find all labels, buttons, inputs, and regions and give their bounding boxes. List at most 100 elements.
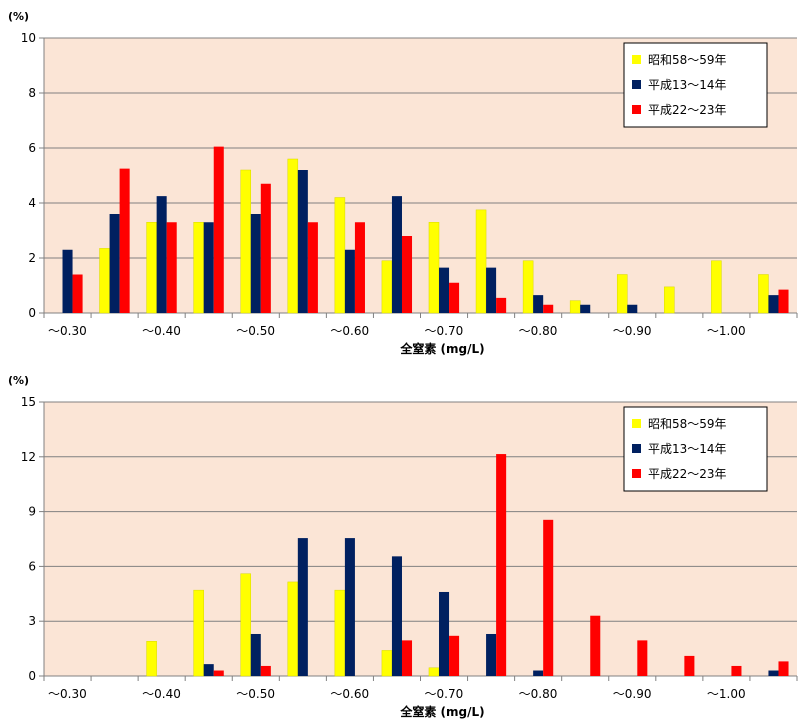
- legend-swatch: [632, 55, 641, 64]
- bar: [260, 665, 271, 676]
- legend-label: 昭和58〜59年: [648, 53, 727, 67]
- bar: [307, 222, 318, 313]
- y-tick-label: 6: [28, 141, 36, 155]
- bar: [203, 664, 214, 676]
- legend-label: 平成22〜23年: [648, 467, 727, 481]
- bar: [486, 267, 497, 314]
- y-tick-label: 0: [28, 306, 36, 320]
- legend-box: [623, 406, 768, 492]
- x-tick-label: 〜1.00: [707, 687, 746, 701]
- bar: [119, 168, 130, 314]
- x-tick-label: 〜0.60: [330, 324, 369, 338]
- legend-swatch: [632, 105, 641, 114]
- y-tick-label: 15: [21, 395, 36, 409]
- legend-swatch: [632, 444, 641, 453]
- bar: [297, 538, 308, 676]
- bar: [428, 222, 440, 314]
- bar: [240, 573, 252, 677]
- x-tick-label: 〜0.30: [48, 324, 87, 338]
- y-tick-label: 2: [28, 251, 36, 265]
- bar: [758, 274, 769, 314]
- y-tick-label: 6: [28, 559, 36, 573]
- y-tick-label: 8: [28, 86, 36, 100]
- chart-2: 0 3 6 9 12 15 (%) 〜0.30 〜0.40 〜0.50 〜0.60 〜0.70 〜0.8…: [8, 374, 798, 719]
- y-tick-label: 3: [28, 614, 36, 628]
- legend-swatch: [632, 419, 641, 428]
- bar: [711, 260, 722, 314]
- y-tick-label: 4: [28, 196, 36, 210]
- bar: [439, 267, 450, 314]
- bar: [684, 655, 695, 676]
- unit-label: (%): [8, 374, 29, 387]
- bar: [768, 295, 779, 314]
- bar: [522, 260, 534, 314]
- legend-label: 平成22〜23年: [648, 103, 727, 117]
- bar: [344, 538, 355, 676]
- bar: [486, 633, 497, 676]
- bar: [533, 670, 544, 676]
- bar: [287, 581, 299, 677]
- bar: [778, 661, 789, 676]
- legend-label: 平成13〜14年: [648, 78, 727, 92]
- legend-label: 昭和58〜59年: [648, 417, 727, 431]
- legend-box: [623, 42, 768, 128]
- legend-label: 平成13〜14年: [648, 442, 727, 456]
- x-axis-title: 全窒素 (mg/L): [399, 341, 484, 356]
- bar: [731, 665, 742, 676]
- bar: [344, 249, 355, 313]
- x-tick-label: 〜0.80: [519, 687, 558, 701]
- bar: [72, 274, 83, 313]
- x-tick-label: 〜0.60: [330, 687, 369, 701]
- bar: [401, 640, 413, 676]
- bar: [99, 248, 110, 314]
- legend-swatch: [632, 469, 641, 478]
- bar: [439, 591, 450, 676]
- bar: [250, 214, 261, 313]
- bar: [428, 667, 440, 677]
- bar: [381, 650, 393, 677]
- x-tick-label: 〜0.90: [613, 324, 652, 338]
- bar: [449, 635, 460, 676]
- bar: [778, 289, 789, 314]
- bar: [616, 274, 628, 314]
- x-tick-label: 〜0.50: [236, 687, 275, 701]
- unit-label: (%): [8, 10, 29, 23]
- bar: [590, 615, 601, 676]
- x-axis-title: 全窒素 (mg/L): [399, 704, 484, 719]
- bar: [580, 304, 591, 313]
- bar: [391, 196, 402, 314]
- bar: [250, 633, 261, 676]
- x-tick-label: 〜0.70: [425, 324, 464, 338]
- bar: [543, 519, 554, 676]
- bar: [193, 589, 204, 677]
- bar: [213, 670, 224, 676]
- bar: [354, 222, 365, 313]
- chart-1: 0 2 4 6 8 10 (%) 〜0.30 〜0.40 〜0.50 〜0.60 〜0.70 〜0.80…: [8, 10, 798, 356]
- bar: [260, 183, 271, 313]
- x-tick-label: 〜0.80: [519, 324, 558, 338]
- bar: [193, 222, 204, 314]
- y-tick-label: 10: [21, 31, 36, 45]
- bar: [449, 282, 460, 313]
- bar: [768, 670, 779, 676]
- bar: [475, 209, 487, 314]
- bar: [334, 589, 346, 677]
- bar: [240, 169, 252, 314]
- bar: [109, 214, 120, 313]
- bar: [297, 170, 308, 313]
- x-tick-label: 〜0.40: [142, 687, 181, 701]
- bar: [391, 556, 402, 676]
- x-tick-label: 〜1.00: [707, 324, 746, 338]
- bar: [203, 222, 214, 313]
- x-tick-label: 〜0.40: [142, 324, 181, 338]
- bar: [543, 304, 554, 313]
- bar: [166, 222, 177, 313]
- bar: [496, 297, 507, 314]
- bar: [496, 454, 507, 676]
- bar: [381, 260, 393, 314]
- bar: [334, 197, 346, 314]
- bar: [627, 304, 638, 313]
